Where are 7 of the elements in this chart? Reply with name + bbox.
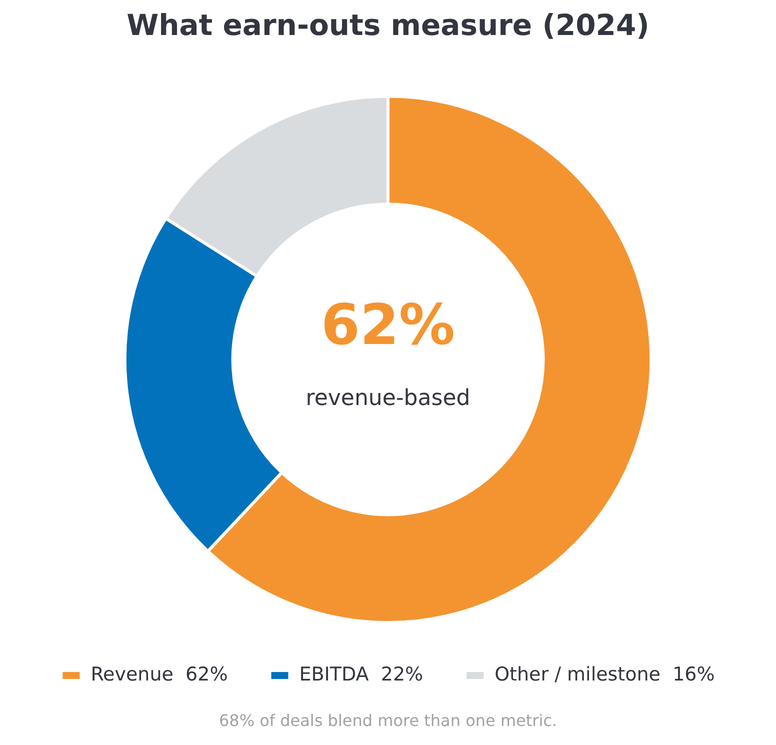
legend-label: Other / milestone 16% <box>494 663 715 686</box>
text: 68% of deals blend more than one metric. <box>218 711 558 730</box>
chart-title: What earn-outs measure (2024) <box>126 8 650 42</box>
text: revenue-based <box>306 386 470 412</box>
text: 62% <box>320 292 456 358</box>
legend-label: EBITDA 22% <box>299 663 424 686</box>
legend-label: Revenue 62% <box>90 663 228 686</box>
